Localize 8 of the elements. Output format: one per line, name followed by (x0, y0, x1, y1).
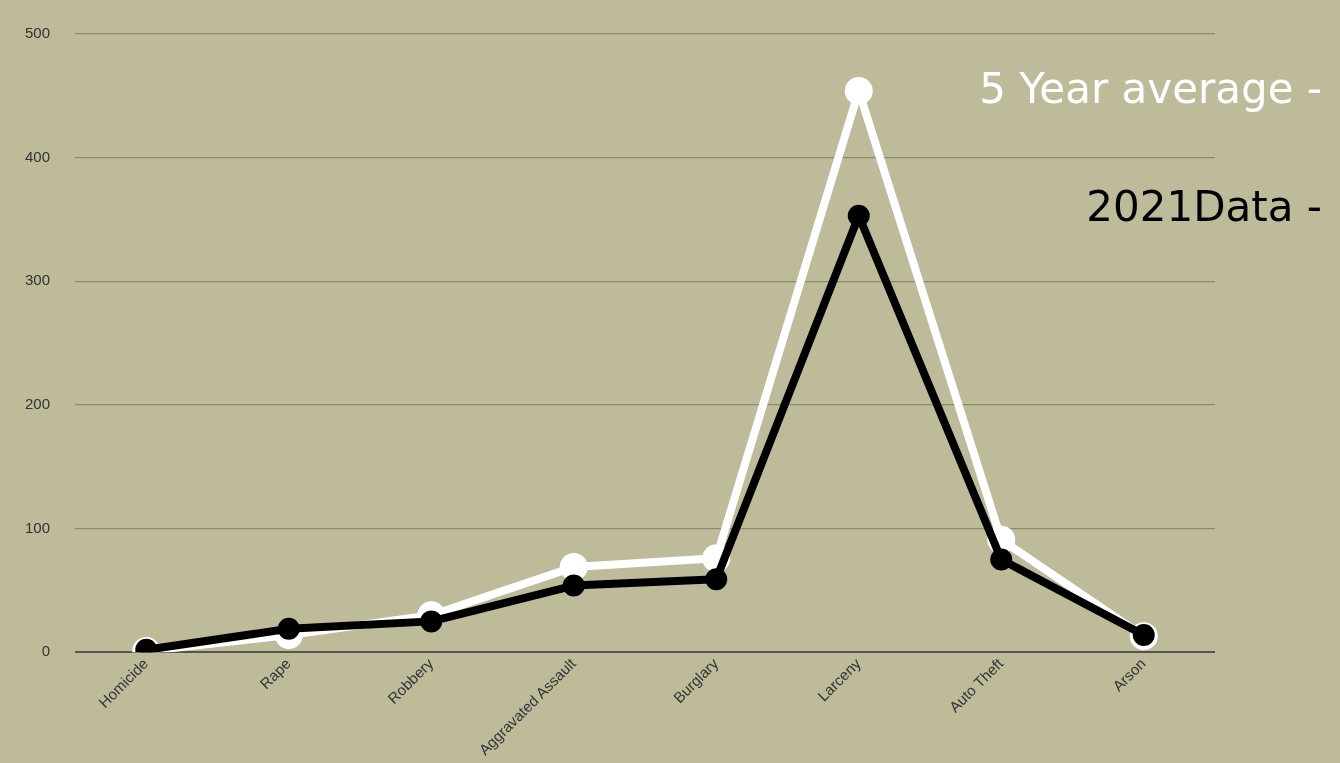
y-tick-label: 200 (25, 395, 51, 413)
text: 2021Data - (1085, 181, 1322, 233)
y-tick-label: 300 (25, 271, 51, 289)
text: 5 Year average - (979, 63, 1322, 115)
y-tick-label: 500 (25, 24, 51, 42)
y-tick-label: 100 (25, 518, 51, 536)
y-tick-label: 400 (25, 147, 51, 165)
y-tick-label: 0 (41, 642, 51, 660)
